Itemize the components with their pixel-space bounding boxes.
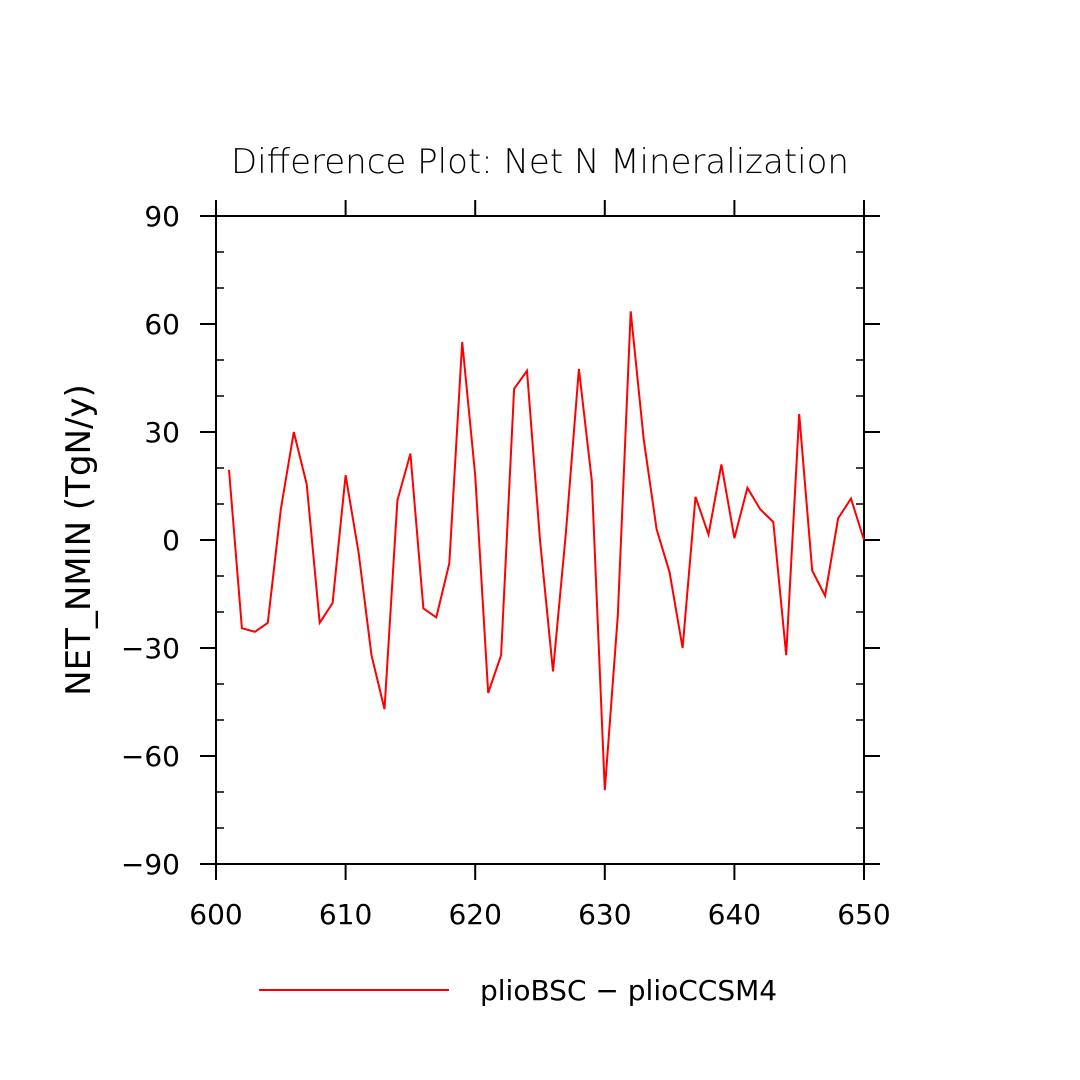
x-tick-label: 610 [319,898,372,931]
x-tick-label: 640 [708,898,761,931]
legend-label: plioBSC − plioCCSM4 [480,974,777,1007]
series-line [228,311,865,791]
y-tick-label: 60 [144,308,180,341]
y-tick-label: 0 [162,524,180,557]
y-axis-label: NET_NMIN (TgN/y) [59,384,99,696]
x-tick-label: 650 [837,898,890,931]
x-tick-label: 600 [189,898,242,931]
y-tick-label: −90 [121,848,180,881]
y-tick-label: 90 [144,200,180,233]
y-tick-label: 30 [144,416,180,449]
legend: plioBSC − plioCCSM4 [259,974,777,1007]
series-layer [228,311,865,791]
y-tick-label: −30 [121,632,180,665]
axis-ticks [200,200,880,880]
tick-labels: 600 610 620 630 640 650 90 60 30 0 −30 −60 −90 [121,200,891,931]
y-tick-label: −60 [121,740,180,773]
x-tick-label: 630 [578,898,631,931]
x-tick-label: 620 [448,898,501,931]
chart-title: Difference Plot: Net N Mineralization [231,142,849,182]
